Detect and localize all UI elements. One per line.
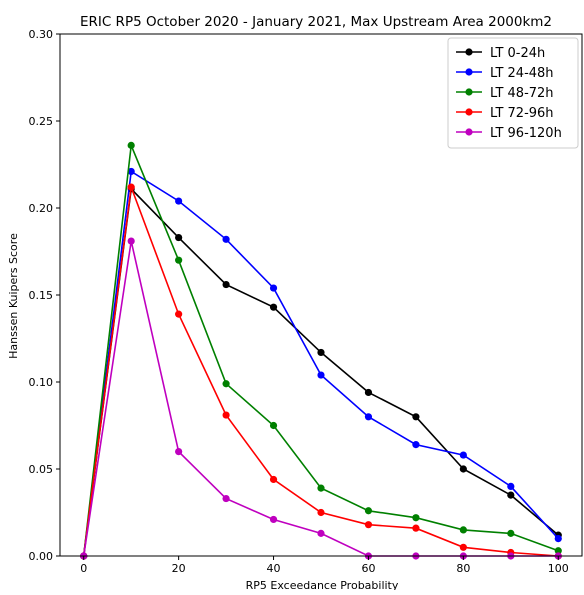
legend-label: LT 72-96h — [490, 106, 554, 121]
data-point — [175, 310, 183, 318]
data-point — [317, 508, 325, 517]
chart-title: ERIC RP5 October 2020 - January 2021, Ma… — [80, 14, 552, 30]
data-point — [269, 303, 278, 311]
data-point — [507, 482, 515, 490]
x-tick-label: 80 — [456, 562, 470, 575]
axes: 0 20 40 60 80 100 0.00 0.05 0.10 0.15 0.20 0.25 0.30 — [29, 28, 583, 575]
data-point — [459, 451, 467, 459]
legend-marker — [465, 68, 473, 76]
data-point — [127, 167, 135, 176]
legend-marker — [465, 88, 473, 96]
x-tick-label: 0 — [80, 562, 87, 575]
data-point — [222, 235, 230, 243]
legend-marker — [465, 128, 473, 136]
data-point — [459, 465, 467, 473]
legend-marker — [465, 48, 473, 56]
data-point — [269, 475, 278, 484]
y-tick-label: 0.00 — [29, 550, 54, 563]
data-point — [222, 494, 230, 503]
data-point — [364, 413, 373, 421]
legend-label: LT 96-120h — [490, 126, 562, 141]
data-point — [127, 141, 135, 149]
data-point — [175, 197, 183, 205]
data-point — [222, 380, 230, 388]
data-point — [175, 233, 183, 242]
legend-label: LT 48-72h — [490, 86, 554, 101]
data-point — [554, 535, 562, 543]
legend-marker — [465, 108, 473, 116]
legend-box — [447, 37, 579, 149]
data-point — [317, 348, 325, 357]
data-point — [412, 514, 420, 522]
data-point — [554, 547, 562, 555]
y-tick-label: 0.10 — [29, 376, 54, 389]
data-point — [269, 421, 278, 430]
y-tick-label: 0.05 — [29, 463, 54, 476]
x-tick-label: 60 — [361, 562, 375, 575]
data-point — [175, 448, 183, 456]
data-point — [127, 237, 135, 245]
data-point — [364, 507, 373, 515]
data-point — [364, 388, 373, 397]
data-point — [127, 183, 135, 191]
x-axis-label: RP5 Exceedance Probability — [246, 579, 399, 590]
data-point — [412, 413, 420, 421]
legend-label: LT 24-48h — [490, 66, 554, 81]
y-tick-label: 0.15 — [29, 289, 54, 302]
x-tick-label: 100 — [548, 562, 569, 575]
data-point — [364, 521, 373, 529]
data-point — [507, 491, 515, 499]
data-point — [175, 256, 183, 264]
data-point — [269, 515, 278, 524]
y-tick-label: 0.20 — [29, 202, 54, 215]
data-point — [459, 543, 467, 551]
data-point — [317, 484, 325, 492]
y-tick-label: 0.25 — [29, 115, 54, 128]
data-point — [222, 411, 230, 419]
x-tick-label: 20 — [172, 562, 186, 575]
x-tick-label: 40 — [267, 562, 281, 575]
y-tick-label: 0.30 — [29, 28, 54, 41]
data-point — [412, 441, 420, 449]
data-point — [317, 371, 325, 379]
data-point — [269, 284, 278, 292]
data-point — [317, 529, 325, 537]
data-point — [459, 526, 467, 534]
data-point — [222, 280, 230, 289]
data-point — [412, 524, 420, 532]
legend-label: LT 0-24h — [490, 46, 545, 61]
data-point — [507, 529, 515, 537]
legend: LT 0-24h LT 24-48h LT 48-72h LT 72-96h LT 96… — [447, 37, 579, 149]
y-axis-label: Hanssen Kuipers Score — [7, 233, 20, 359]
